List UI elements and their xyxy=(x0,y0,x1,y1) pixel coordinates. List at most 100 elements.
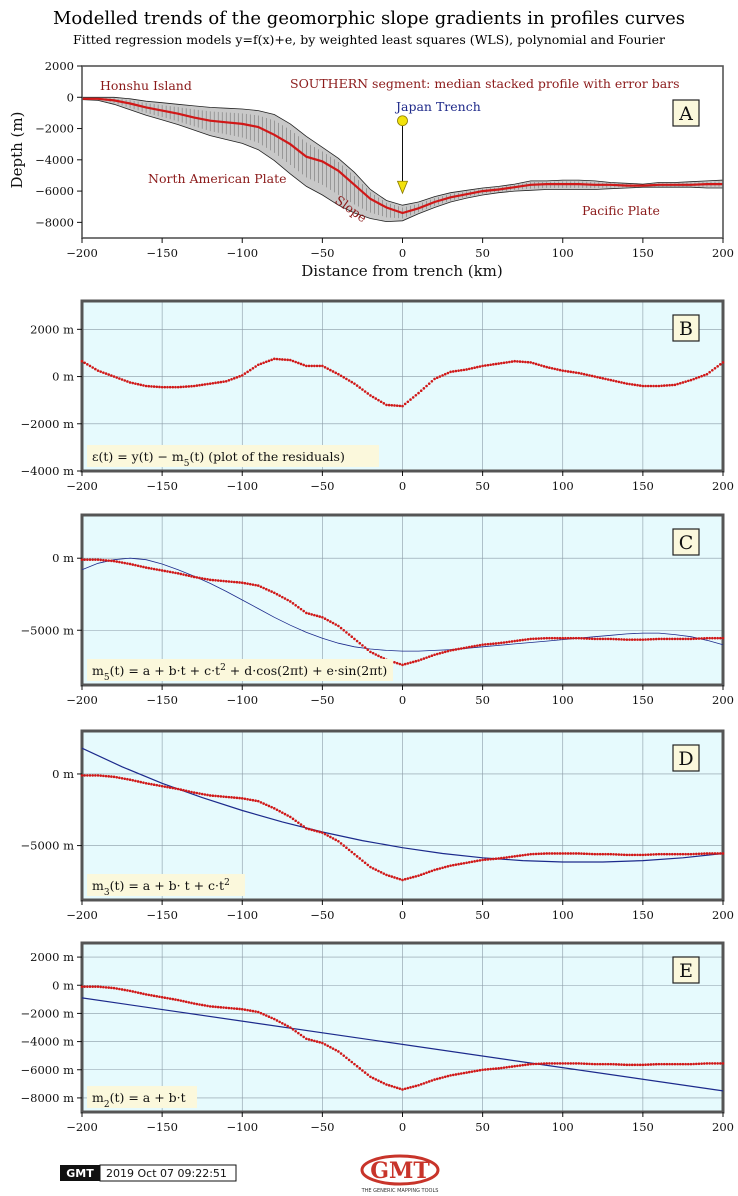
data-point xyxy=(494,362,498,366)
data-point xyxy=(393,661,396,664)
x-tick-label: −200 xyxy=(66,1120,98,1134)
data-point xyxy=(638,638,642,641)
data-point xyxy=(582,637,586,640)
data-point xyxy=(379,871,383,874)
data-point xyxy=(697,375,701,379)
data-point xyxy=(283,358,287,361)
data-point xyxy=(604,1062,607,1066)
data-point xyxy=(377,654,380,658)
data-point xyxy=(489,642,492,646)
data-point xyxy=(216,381,220,384)
data-point xyxy=(267,359,271,363)
data-point xyxy=(160,995,164,999)
data-point xyxy=(270,1016,273,1020)
data-point xyxy=(617,853,621,856)
data-point xyxy=(190,384,193,388)
data-point xyxy=(323,366,327,369)
data-point xyxy=(166,570,169,573)
data-point xyxy=(409,876,412,880)
data-point xyxy=(430,1079,434,1082)
data-point xyxy=(187,385,191,388)
data-point xyxy=(307,364,311,368)
data-point xyxy=(561,369,565,372)
data-point xyxy=(361,859,364,862)
data-point xyxy=(483,643,487,646)
data-point xyxy=(465,368,468,371)
data-point xyxy=(387,1084,391,1087)
data-point xyxy=(518,360,522,363)
data-point xyxy=(417,659,420,662)
data-point xyxy=(719,1062,722,1065)
data-point xyxy=(289,600,292,603)
data-point xyxy=(163,996,167,999)
data-point xyxy=(633,1063,637,1067)
data-point xyxy=(313,364,316,368)
data-point xyxy=(497,641,500,645)
panel-b-residuals-chart: −200 −150 −100 −50 0 50 100 150 200 2000 m 0 m −200… xyxy=(21,299,734,493)
data-point xyxy=(585,852,589,856)
data-point xyxy=(492,857,495,861)
data-point xyxy=(107,986,111,989)
x-tick-label: −50 xyxy=(310,246,334,260)
data-point xyxy=(652,1063,655,1066)
data-point xyxy=(556,368,559,371)
data-point xyxy=(716,1062,719,1065)
data-point xyxy=(534,362,538,366)
data-point xyxy=(123,988,127,992)
data-point xyxy=(345,846,348,850)
data-point xyxy=(660,384,663,388)
y-tick-label: 0 xyxy=(67,90,74,104)
data-point xyxy=(230,1006,233,1010)
data-point xyxy=(345,377,348,381)
data-point xyxy=(395,404,399,407)
data-point xyxy=(240,797,244,800)
data-point xyxy=(286,1024,289,1028)
x-tick-label: 50 xyxy=(475,693,490,707)
data-point xyxy=(716,636,719,640)
data-point xyxy=(601,377,605,380)
data-point xyxy=(494,642,498,645)
data-point xyxy=(401,1088,404,1091)
data-point xyxy=(609,852,613,856)
data-point xyxy=(203,1004,207,1007)
data-point xyxy=(660,637,663,641)
data-point xyxy=(206,578,209,581)
data-point xyxy=(569,370,573,374)
x-tick-label: 200 xyxy=(712,246,734,260)
data-point xyxy=(168,570,172,574)
data-point xyxy=(158,568,161,572)
data-point xyxy=(646,638,650,641)
data-point xyxy=(711,636,714,640)
data-point xyxy=(561,1062,565,1065)
data-point xyxy=(254,799,257,803)
data-point xyxy=(219,380,223,384)
data-point xyxy=(641,384,645,388)
data-point xyxy=(425,384,428,388)
data-point xyxy=(446,865,450,868)
data-point xyxy=(662,852,666,856)
data-point xyxy=(315,364,319,368)
data-point xyxy=(206,1004,209,1008)
data-point xyxy=(358,1067,362,1070)
data-point xyxy=(486,858,490,861)
data-point xyxy=(670,852,674,856)
data-point xyxy=(550,636,554,640)
data-point xyxy=(214,381,217,385)
data-point xyxy=(446,1074,450,1078)
data-point xyxy=(350,380,354,384)
panel-letter: E xyxy=(679,960,693,982)
data-point xyxy=(433,1078,436,1081)
x-tick-label: −200 xyxy=(66,479,98,493)
data-point xyxy=(382,872,386,875)
data-point xyxy=(347,848,351,852)
data-point xyxy=(171,997,175,1001)
data-point xyxy=(334,371,338,375)
data-point xyxy=(248,368,252,372)
data-point xyxy=(310,1038,313,1042)
data-point xyxy=(705,636,709,640)
data-point xyxy=(398,877,402,881)
data-point xyxy=(692,852,695,856)
data-point xyxy=(542,852,546,855)
data-point xyxy=(398,1087,402,1090)
data-point xyxy=(118,776,121,780)
